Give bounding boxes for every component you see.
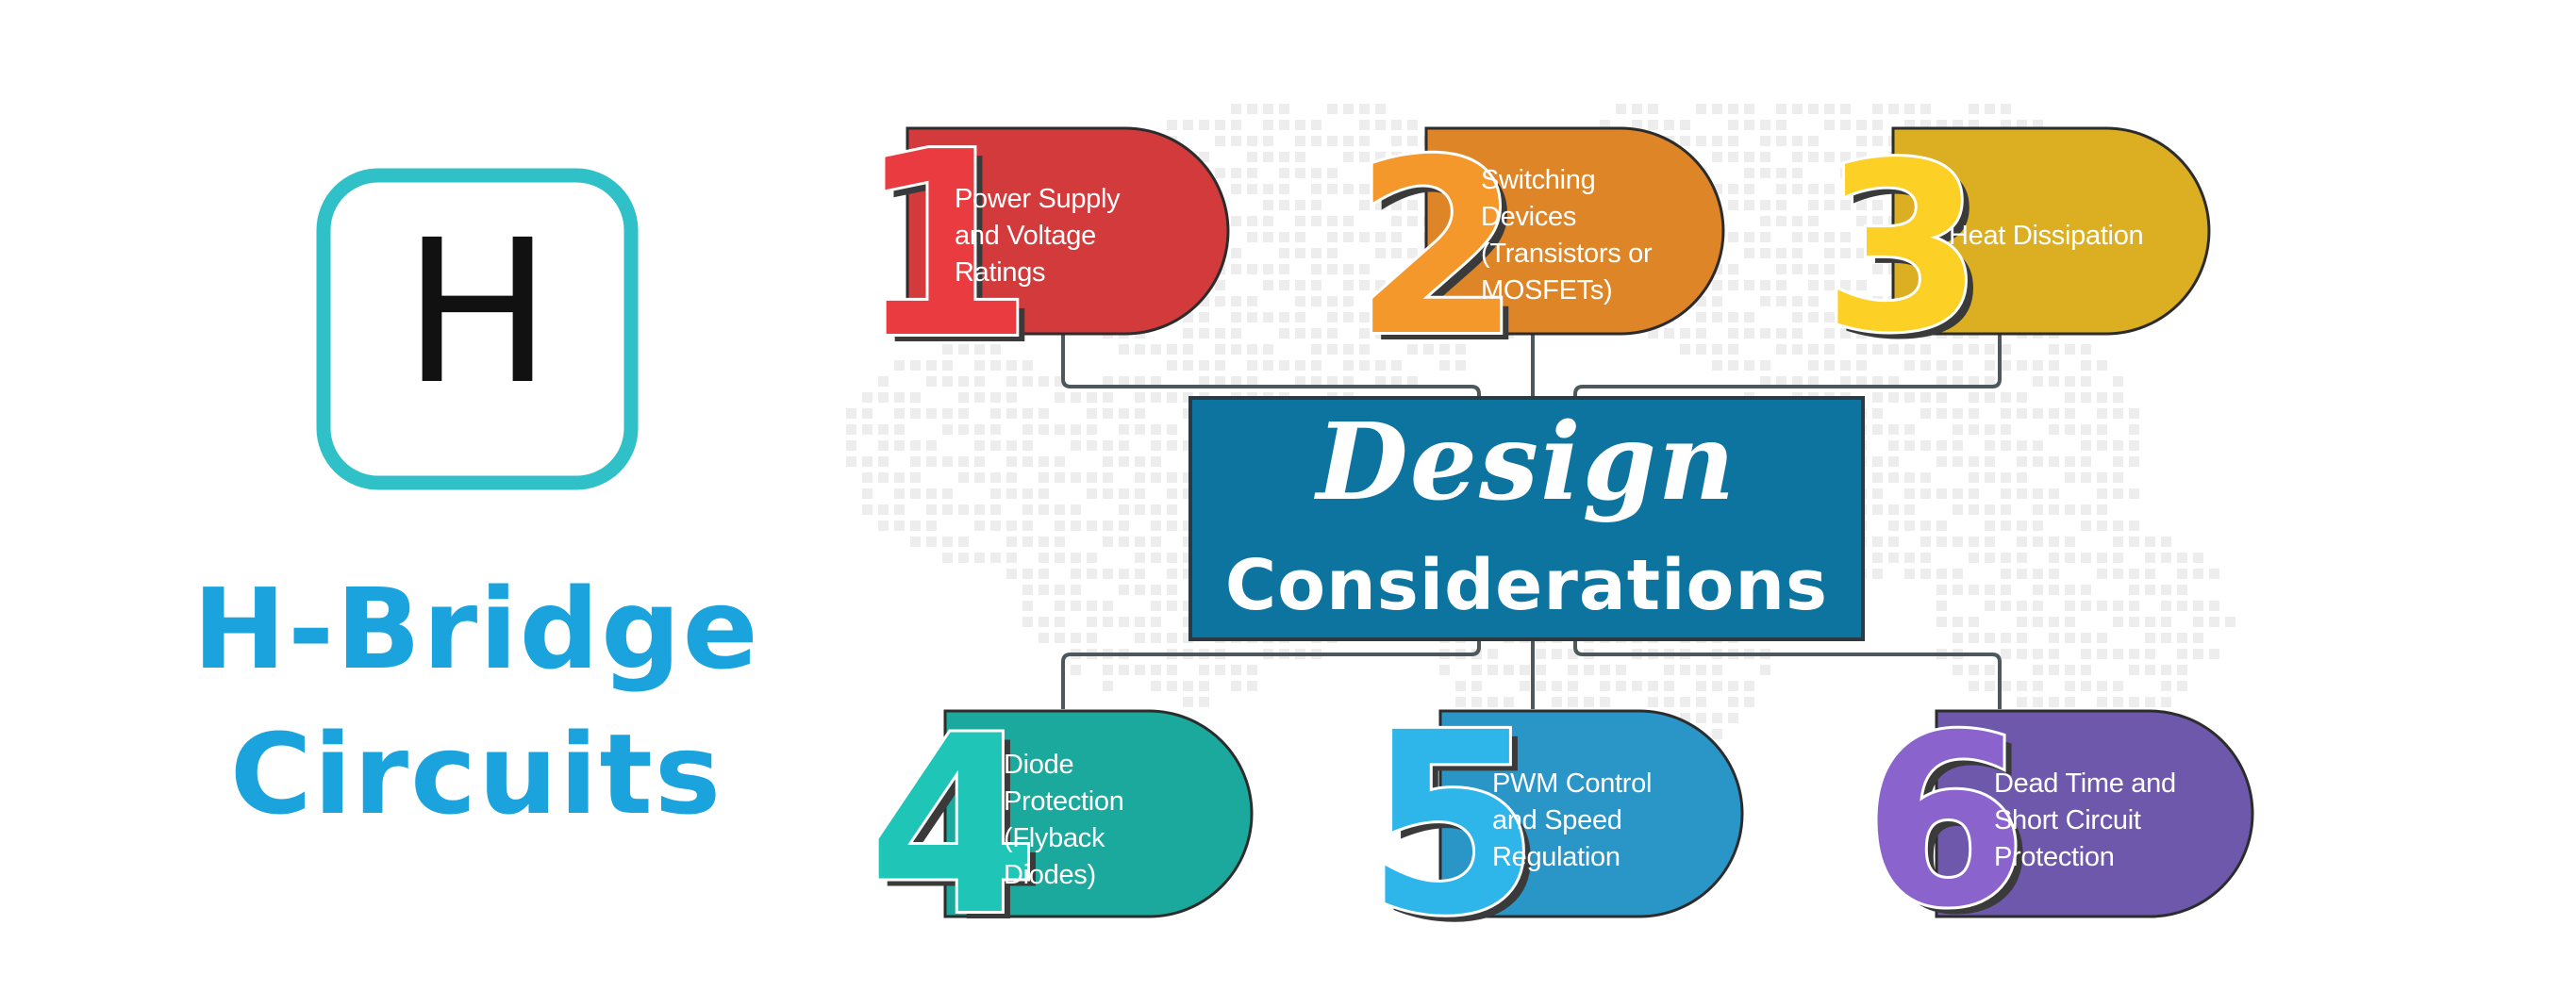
item-4-label: Diode Protection (Flyback Diodes) [1004,750,1124,890]
connector-6 [1573,639,2002,709]
number-shadow-4: 4 [876,692,1047,977]
number-2: 2 [1354,109,1521,389]
number-6: 6 [1863,685,2027,959]
connector-4 [1061,639,1481,709]
h-icon-frame [316,168,639,490]
number-shadow-3: 3 [1831,122,1991,390]
brand-title-line2: Circuits [229,709,723,839]
connector-lines [1061,330,2002,709]
center-box [1188,396,1865,641]
consideration-2: 22 [1351,107,1725,397]
number-1: 1 [856,97,1034,394]
consideration-5: 55 [1363,677,1744,978]
consideration-4: 44 [865,682,1254,977]
number-shadow-1: 1 [865,105,1042,402]
consideration-pills: 11 22 33 44 55 66 [854,94,2254,978]
center-title-considerations: Considerations [1224,545,1829,626]
item-6-label: Dead Time and Short Circuit Protection [1994,768,2176,872]
number-shadow-6: 6 [1871,692,2036,967]
consideration-6: 66 [1860,682,2254,967]
pill-4 [943,709,1254,918]
item-2-label: Switching Devices (Transistors or MOSFETs) [1481,165,1653,306]
connector-3 [1573,330,2002,398]
pill-1 [906,126,1230,336]
pill-5 [1438,709,1744,918]
center-title-design: Design [1316,401,1737,524]
brand-title-line1: H-Bridge [192,564,760,694]
consideration-1: 11 [854,94,1230,402]
consideration-3: 33 [1820,111,2211,390]
pill-3 [1891,126,2211,336]
pill-2 [1424,126,1725,336]
number-3: 3 [1822,114,1983,383]
item-1-label: Power Supply and Voltage Ratings [955,183,1121,288]
pill-6 [1935,709,2254,918]
item-5-label: PWM Control and Speed Regulation [1492,768,1653,872]
number-4: 4 [868,685,1039,969]
h-icon-letter: H [403,197,552,428]
number-5: 5 [1366,680,1539,970]
number-shadow-2: 2 [1362,117,1529,397]
item-3-label: Heat Dissipation [1949,220,2144,251]
connector-1 [1061,330,1481,398]
number-shadow-5: 5 [1374,687,1548,978]
